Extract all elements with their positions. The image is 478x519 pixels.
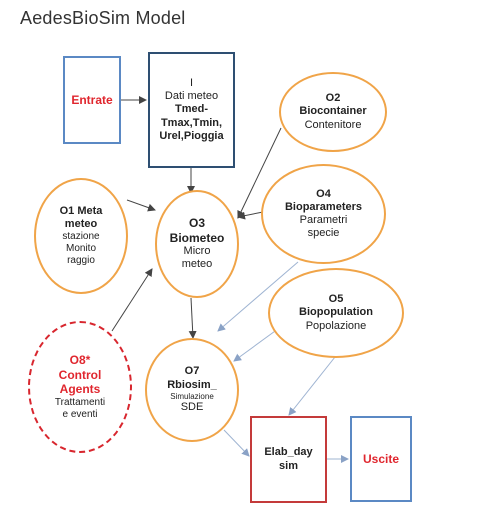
- o7-name: Rbiosim_: [167, 378, 217, 391]
- edge-o5-to-elab: [288, 356, 336, 416]
- o8-id: O8*: [69, 353, 91, 368]
- o7-id: O7: [184, 365, 200, 378]
- node-o1-meta-meteo: O1 Meta meteo stazione Monito raggio: [34, 178, 128, 294]
- diagram-title: AedesBioSim Model: [20, 8, 186, 28]
- node-dati-meteo: I Dati meteo Tmed- Tmax,Tmin, Urel,Piogg…: [148, 52, 235, 168]
- o3-id: O3: [188, 216, 205, 231]
- o2-id: O2: [325, 92, 341, 105]
- o5-id: O5: [328, 293, 344, 306]
- o8-line-2: Control: [58, 367, 102, 382]
- o1-line-1: O1 Meta: [59, 204, 103, 217]
- o8-line-3: Agents: [59, 382, 101, 397]
- o3-line-4: meteo: [181, 258, 213, 271]
- o1-line-4: Monito: [65, 243, 96, 255]
- o1-line-2: meteo: [64, 218, 98, 230]
- dati-meteo-line-1: I: [189, 77, 194, 90]
- dati-meteo-line-3: Tmed-: [175, 103, 208, 116]
- o2-desc: Contenitore: [304, 118, 362, 131]
- edge-o1-to-o3: [126, 199, 156, 212]
- o8-line-4: Trattamenti: [54, 396, 106, 408]
- node-o4-bioparameters: O4 Bioparameters Parametri specie: [261, 164, 386, 264]
- node-o2-biocontainer: O2 Biocontainer Contenitore: [279, 72, 387, 152]
- o7-line-3: Simulazione: [170, 391, 214, 401]
- node-elab-day-sim: Elab_day sim: [250, 416, 327, 503]
- o4-line-4: specie: [307, 227, 340, 240]
- o1-line-5: raggio: [67, 255, 95, 267]
- node-o3-biometeo: O3 Biometeo Micro meteo: [155, 190, 239, 298]
- node-o7-rbiosim: O7 Rbiosim_ Simulazione SDE: [145, 338, 239, 442]
- entrate-label: Entrate: [71, 92, 113, 107]
- o4-id: O4: [316, 187, 331, 200]
- o2-name: Biocontainer: [299, 105, 367, 118]
- o5-name: Biopopulation: [299, 306, 373, 319]
- edge-o4-to-o7: [217, 261, 299, 332]
- o3-name: Biometeo: [169, 230, 225, 245]
- edge-o8-to-o3: [111, 268, 153, 332]
- o8-line-5: e eventi: [62, 408, 98, 420]
- o4-line-3: Parametri: [299, 214, 348, 226]
- o1-line-3: stazione: [62, 231, 100, 243]
- edge-o3-to-o7: [188, 297, 197, 339]
- uscite-label: Uscite: [362, 451, 400, 466]
- edge-o4-to-o3: [237, 211, 264, 220]
- edge-o7-to-elab: [223, 429, 250, 457]
- elab-line-1: Elab_day: [264, 446, 313, 459]
- dati-meteo-line-2: Dati meteo: [164, 90, 219, 103]
- node-entrate: Entrate: [63, 56, 121, 144]
- o3-line-3: Micro: [183, 245, 211, 258]
- node-uscite: Uscite: [350, 416, 412, 502]
- dati-meteo-line-5: Urel,Pioggia: [159, 129, 224, 142]
- o7-line-4: SDE: [180, 401, 204, 414]
- edge-o2-to-o3: [237, 127, 282, 219]
- node-o8-control-agents: O8* Control Agents Trattamenti e eventi: [28, 321, 132, 453]
- o4-name: Bioparameters: [284, 200, 363, 213]
- node-o5-biopopulation: O5 Biopopulation Popolazione: [268, 268, 404, 358]
- elab-line-2: sim: [279, 459, 298, 472]
- o5-desc: Popolazione: [305, 319, 367, 332]
- dati-meteo-line-4: Tmax,Tmin,: [160, 116, 223, 129]
